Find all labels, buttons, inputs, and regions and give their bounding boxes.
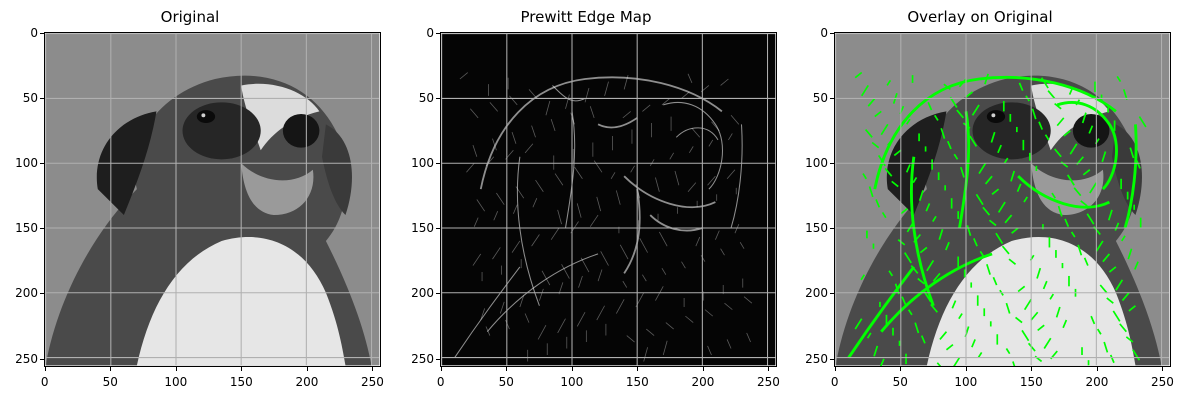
- y-tick-mark: [40, 293, 44, 295]
- y-tick-label: 200: [15, 286, 38, 301]
- x-tick-label: 200: [1085, 375, 1109, 389]
- panel-title: Prewitt Edge Map: [520, 8, 652, 26]
- x-tick-mark: [110, 367, 112, 371]
- y-tick-mark: [40, 97, 44, 99]
- x-tick-mark: [571, 367, 573, 371]
- x-tick-label: 0: [436, 375, 445, 389]
- image-axes: [44, 32, 381, 367]
- x-tick-label: 100: [954, 375, 978, 389]
- x-tick-mark: [965, 367, 967, 371]
- x-tick-label: 250: [1151, 375, 1174, 389]
- x-tick-label: 200: [295, 375, 319, 389]
- y-tick-label: 150: [805, 221, 828, 236]
- x-tick-label: 0: [40, 375, 49, 389]
- x-tick-mark: [1096, 367, 1098, 371]
- y-tick-label: 150: [411, 221, 434, 236]
- y-tick-mark: [830, 32, 834, 34]
- x-tick-mark: [306, 367, 308, 371]
- x-tick-label: 50: [892, 375, 908, 389]
- y-tick-mark: [436, 97, 440, 99]
- y-tick-label: 0: [820, 25, 828, 40]
- x-tick-label: 200: [691, 375, 715, 389]
- y-tick-label: 50: [22, 90, 38, 105]
- image-axes: [440, 32, 777, 367]
- x-tick-mark: [372, 367, 374, 371]
- y-tick-label: 200: [805, 286, 828, 301]
- y-tick-mark: [830, 97, 834, 99]
- y-tick-mark: [40, 228, 44, 230]
- y-tick-mark: [436, 163, 440, 164]
- y-tick-label: 200: [411, 286, 434, 301]
- x-tick-label: 100: [560, 375, 584, 389]
- y-tick-label: 100: [805, 156, 828, 170]
- panel-title: Original: [160, 8, 220, 26]
- y-tick-label: 250: [15, 351, 38, 366]
- subplot-panel: Overlay on Original 0 50 100 150 200 250 0 50 100…: [790, 0, 1174, 402]
- edge-map-image: [441, 33, 776, 366]
- x-tick-mark: [44, 367, 46, 371]
- overlay-image: [835, 33, 1170, 366]
- x-tick-mark: [637, 367, 639, 371]
- y-tick-mark: [436, 293, 440, 295]
- y-tick-mark: [40, 32, 44, 34]
- panel-title: Overlay on Original: [907, 8, 1053, 26]
- y-tick-label: 250: [805, 351, 828, 366]
- x-tick-label: 150: [625, 375, 649, 389]
- x-tick-mark: [1162, 367, 1164, 371]
- y-tick-mark: [830, 358, 834, 360]
- x-tick-mark: [768, 367, 770, 371]
- y-tick-label: 150: [15, 221, 38, 236]
- x-tick-mark: [175, 367, 177, 371]
- y-tick-mark: [830, 228, 834, 230]
- y-tick-mark: [40, 358, 44, 360]
- x-tick-label: 50: [498, 375, 514, 389]
- y-tick-mark: [830, 293, 834, 295]
- y-tick-label: 100: [411, 156, 434, 170]
- x-tick-mark: [506, 367, 508, 371]
- image-axes: [834, 32, 1171, 367]
- x-tick-mark: [241, 367, 243, 371]
- x-tick-label: 250: [361, 375, 384, 389]
- y-tick-label: 50: [812, 90, 828, 105]
- y-tick-label: 250: [411, 351, 434, 366]
- subplot-panel: Original 0 50 100 150 200 250 0 50 100 150 200 250: [0, 0, 384, 402]
- subplot-panel: Prewitt Edge Map 0 50 100 150 200 250 0 50 100 150…: [396, 0, 780, 402]
- y-tick-mark: [40, 163, 44, 164]
- y-tick-label: 0: [426, 25, 434, 40]
- x-tick-mark: [900, 367, 902, 371]
- x-tick-mark: [1031, 367, 1033, 371]
- y-tick-mark: [436, 228, 440, 230]
- x-tick-mark: [440, 367, 442, 371]
- y-tick-label: 50: [418, 90, 434, 105]
- x-tick-mark: [702, 367, 704, 371]
- dog-photo: [45, 33, 380, 366]
- x-tick-label: 150: [1019, 375, 1043, 389]
- y-tick-label: 0: [30, 25, 38, 40]
- x-tick-label: 0: [830, 375, 839, 389]
- y-tick-mark: [436, 358, 440, 360]
- x-tick-mark: [834, 367, 836, 371]
- y-tick-label: 100: [15, 156, 38, 170]
- y-tick-mark: [830, 163, 834, 164]
- y-tick-mark: [436, 32, 440, 34]
- x-tick-label: 50: [102, 375, 118, 389]
- x-tick-label: 100: [164, 375, 188, 389]
- x-tick-label: 250: [757, 375, 780, 389]
- x-tick-label: 150: [229, 375, 253, 389]
